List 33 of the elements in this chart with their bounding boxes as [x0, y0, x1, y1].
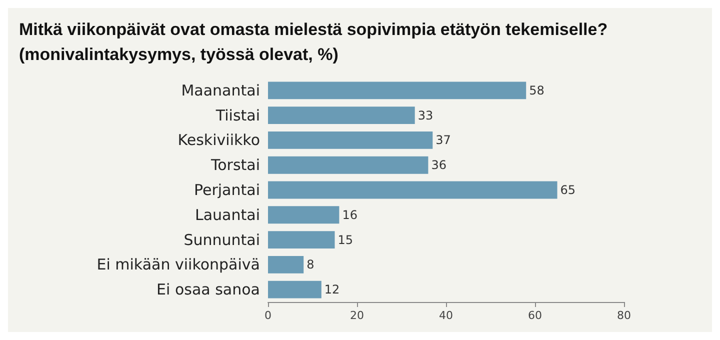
bar: [268, 82, 526, 100]
data-label: 37: [436, 133, 451, 148]
bar: [268, 156, 428, 174]
data-label: 15: [338, 232, 354, 247]
data-label: 16: [342, 208, 358, 222]
data-label: 33: [418, 108, 434, 122]
y-tick-label: Lauantai: [195, 206, 260, 224]
x-tick-label: 60: [528, 309, 542, 322]
x-tick-label: 80: [617, 309, 631, 322]
chart-title: Mitkä viikonpäivät ovat omasta mielestä sopivimpia etätyön tekemiselle? (monivalintakysymys, työssä olevat, %): [19, 20, 612, 64]
y-tick-label: Torstai: [210, 156, 260, 174]
bar: [268, 132, 433, 149]
y-tick-label: Tiistai: [214, 106, 260, 124]
data-label: 36: [431, 158, 446, 172]
bar: [268, 256, 304, 274]
bar: [268, 181, 558, 199]
data-label: 12: [324, 282, 340, 297]
x-tick-label: 0: [264, 309, 272, 322]
y-tick-label: Ei mikään viikonpäivä: [96, 256, 260, 274]
y-tick-label: Ei osaa sanoa: [156, 280, 260, 299]
y-tick-label: Perjantai: [194, 181, 260, 199]
y-tick-label: Sunnuntai: [184, 230, 260, 249]
bar: [268, 106, 415, 124]
bar: [268, 231, 335, 248]
y-tick-label: Keskiviikko: [178, 131, 260, 150]
x-tick-label: 20: [350, 309, 364, 322]
data-label: 65: [560, 183, 576, 197]
data-label: 8: [306, 258, 314, 272]
bar: [268, 206, 340, 224]
x-tick-label: 40: [439, 309, 453, 322]
y-tick-label: Maanantai: [181, 81, 260, 100]
bar: [268, 280, 322, 298]
data-label: 58: [529, 83, 544, 98]
